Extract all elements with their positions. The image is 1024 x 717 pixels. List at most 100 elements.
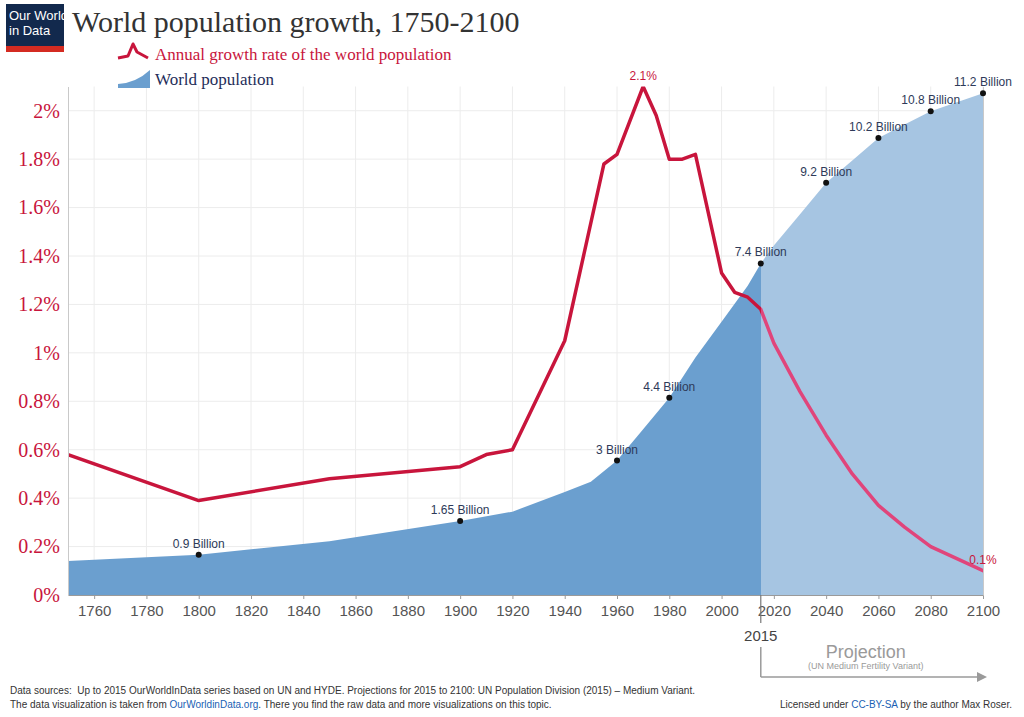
y-tick-label: 2% [33,100,60,122]
data-labels: 2.1%0.1%0.9 Billion1.65 Billion3 Billion… [173,69,1012,567]
logo: Our Worldin Data [6,4,68,52]
x-tick-mark [774,595,775,599]
footnote-part: . There you find the raw data and more v… [258,699,551,710]
projection-arrow-stem [760,647,762,677]
x-tick-mark [303,595,304,599]
x-tick-label: 1880 [392,602,425,619]
y-tick: 0.2% [18,535,68,557]
projection-year: 2015 [744,627,777,644]
growth-label: 0.1% [969,553,997,567]
grid-line-x [94,87,95,596]
x-tick: 1760 [78,595,111,619]
footnote-part: Data sources: Up to 2015 OurWorldInData … [10,685,695,696]
y-tick: 1.8% [18,148,68,170]
grid-line-x [407,87,408,596]
x-tick: 1860 [339,595,372,619]
population-label: 3 Billion [596,443,638,457]
y-tick: 1.4% [18,245,68,267]
x-tick-mark [146,595,147,599]
population-label: 10.8 Billion [901,93,960,107]
x-tick-label: 1980 [653,602,686,619]
grid-line-x [355,87,356,596]
x-tick: 2060 [862,595,895,619]
x-tick-mark [512,595,513,599]
population-point [457,518,463,524]
y-tick-label: 1% [33,342,60,364]
x-tick-mark [878,595,879,599]
background [0,0,1024,717]
population-point [980,90,986,96]
footer: Data sources: Up to 2015 OurWorldInData … [10,685,1012,710]
projection-arrow-line [761,676,979,678]
x-tick: 1920 [496,595,529,619]
x-tick: 1940 [549,595,582,619]
x-tick: 2100 [967,595,1000,619]
x-tick-label: 2000 [705,602,738,619]
y-tick: 0.6% [18,439,68,461]
x-tick-mark [983,595,984,599]
projection-marker-line [760,595,761,623]
population-point [875,135,881,141]
projection-label: Projection [826,642,906,662]
x-tick-mark [826,595,827,599]
legend: Annual growth rate of the world populati… [118,44,452,89]
y-tick: 0.8% [18,390,68,412]
x-tick-mark [408,595,409,599]
x-tick-mark [669,595,670,599]
legend-line-icon [118,44,148,58]
population-area [68,93,983,595]
x-tick-label: 1820 [235,602,268,619]
license: Licensed under CC-BY-SA by the author Ma… [780,699,1012,710]
x-tick-label: 1960 [601,602,634,619]
y-tick-label: 1.2% [18,293,60,315]
y-tick-label: 1.8% [18,148,60,170]
population-point [614,458,620,464]
logo-text: Our World [9,8,68,23]
grid-line-x [146,87,147,596]
x-tick-label: 1900 [444,602,477,619]
y-tick: 1.6% [18,196,68,218]
population-label: 0.9 Billion [173,537,225,551]
x-tick-mark [565,595,566,599]
population-point [196,552,202,558]
y-tick: 0.4% [18,487,68,509]
x-tick: 1800 [183,595,216,619]
x-tick-label: 1800 [183,602,216,619]
population-point [758,260,764,266]
footnote: Data sources: Up to 2015 OurWorldInData … [10,685,695,696]
license-part: Licensed under [780,699,851,710]
x-tick: 1980 [653,595,686,619]
population-label: 11.2 Billion [954,75,1012,89]
population-point [666,395,672,401]
x-tick-label: 1940 [549,602,582,619]
legend-label: Annual growth rate of the world populati… [155,45,452,64]
footnote: The data visualization is taken from Our… [10,699,552,710]
x-tick-mark [931,595,932,599]
population-label: 10.2 Billion [849,120,908,134]
y-tick: 2% [33,100,68,122]
y-tick-label: 0.2% [18,535,60,557]
grid-line-x [251,87,252,596]
footnote-part: The data visualization is taken from [10,699,170,710]
logo-text: in Data [9,23,51,38]
license-part: by the author Max Roser. [897,699,1012,710]
x-tick: 1960 [601,595,634,619]
title: World population growth, 1750-2100 [72,5,520,38]
x-tick-label: 2080 [915,602,948,619]
projection-arrow-head [977,672,987,682]
x-tick-label: 1840 [287,602,320,619]
license-part: CC-BY-SA [851,699,898,710]
x-tick: 2080 [915,595,948,619]
chart-svg: Our Worldin DataWorld population growth,… [0,0,1024,717]
x-tick-mark [251,595,252,599]
x-tick-label: 2020 [758,602,791,619]
x-tick: 1780 [130,595,163,619]
y-tick: 1.2% [18,293,68,315]
x-tick-mark [199,595,200,599]
projection-sublabel: (UN Medium Fertility Variant) [808,661,923,671]
x-tick-mark [460,595,461,599]
x-tick-mark [356,595,357,599]
x-tick: 1840 [287,595,320,619]
grid-line-y [68,110,983,111]
y-tick-label: 1.6% [18,196,60,218]
